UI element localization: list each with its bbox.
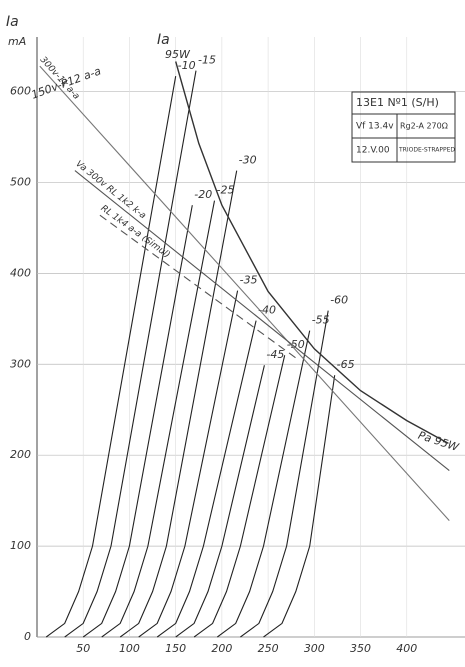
curve-label: -20 (194, 188, 212, 201)
curve-label: -60 (330, 294, 348, 307)
y-tick-label: 500 (10, 175, 31, 188)
y-axis-unit: mA (8, 35, 26, 48)
load-line (39, 65, 450, 521)
anode-curve (240, 310, 329, 638)
curve-label: -50 (287, 338, 305, 351)
box-frame (351, 91, 456, 163)
load-line (99, 214, 300, 362)
curve-label: Pa 95W (417, 429, 462, 455)
x-tick-label: 150 (165, 642, 186, 655)
anode-curve (175, 365, 265, 638)
anode-curve (45, 76, 177, 638)
anode-curve (156, 320, 257, 638)
anode-curve (101, 200, 216, 638)
x-tick-label: 400 (396, 642, 417, 655)
curve-label: -65 (337, 358, 355, 371)
anode-curve (119, 170, 238, 638)
y-tick-label: 0 (24, 630, 31, 643)
anode-curve (82, 205, 193, 638)
box-cell: TRIODE-STRAPPED (398, 147, 455, 154)
anode-curve (216, 330, 311, 638)
x-tick-label: 200 (211, 642, 232, 655)
curve-label: -15 (198, 54, 216, 67)
load-line (74, 170, 450, 472)
box-cell: Rg2-A 270Ω (400, 122, 448, 131)
curve-label: -35 (240, 274, 258, 287)
anode-curve (64, 70, 197, 638)
anode-curve (193, 355, 286, 638)
info-box: 13E1 Nº1 (S/H) Vf 13.4v Rg2-A 270Ω 12.V.… (351, 91, 456, 163)
y-tick-label: 200 (10, 448, 31, 461)
dissipation-curve (175, 61, 449, 445)
x-tick-label: 250 (258, 642, 279, 655)
curve-label: -45 (266, 348, 284, 361)
y-tick-label: 400 (10, 266, 31, 279)
top-label: Ia (157, 32, 170, 48)
curve-label: -55 (312, 314, 330, 327)
curve-label: -10 (178, 59, 196, 72)
y-tick-label: 600 (10, 85, 31, 98)
box-cell: 12.V.00 (356, 146, 390, 156)
curve-label: -30 (239, 154, 257, 167)
x-tick-label: 300 (304, 642, 325, 655)
curve-label: -25 (216, 184, 234, 197)
anode-curve (263, 375, 336, 638)
anode-curve (138, 290, 239, 638)
y-axis-label: Ia (6, 14, 19, 30)
y-tick-label: 300 (10, 357, 31, 370)
box-title: 13E1 Nº1 (S/H) (356, 96, 439, 109)
box-cell: Vf 13.4v (356, 122, 394, 132)
curve-label: -40 (258, 304, 276, 317)
x-tick-label: 350 (350, 642, 371, 655)
y-tick-label: 100 (10, 539, 31, 552)
top-power: 95W (165, 48, 191, 61)
x-tick-label: 100 (119, 642, 140, 655)
x-tick-label: 50 (76, 642, 90, 655)
